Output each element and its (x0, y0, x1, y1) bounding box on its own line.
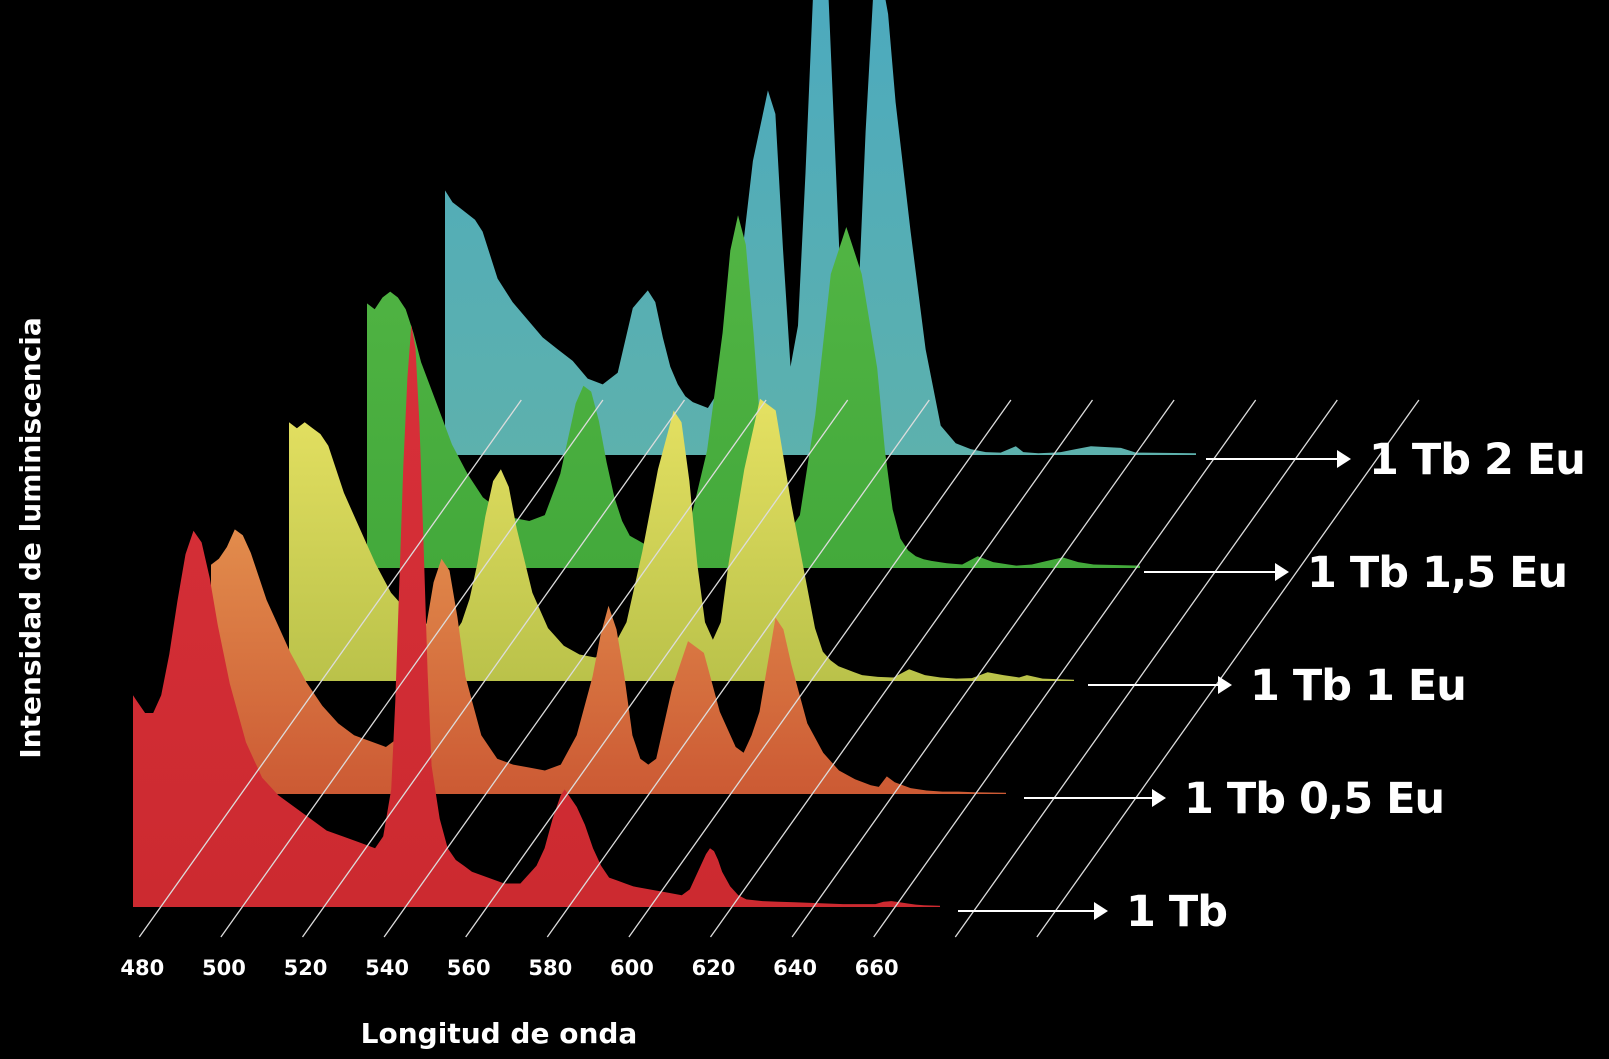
series-area-0 (133, 324, 940, 907)
x-tick-label: 560 (447, 956, 491, 980)
x-tick-label: 600 (610, 956, 654, 980)
series-area-3 (367, 215, 1140, 568)
grid-line (1036, 399, 1420, 938)
x-tick-label: 640 (773, 956, 817, 980)
grid-line (220, 399, 604, 938)
series-labels: 1 Tb 1 Tb 0,5 Eu 1 Tb 1 Eu 1 Tb 1,5 Eu 1 Tb … (958, 435, 1586, 937)
grid-line (465, 399, 849, 938)
grid-line (709, 399, 1094, 938)
series-label: 1 Tb 1 Eu (1250, 661, 1466, 711)
x-tick-label: 580 (528, 956, 572, 980)
x-tick-label: 480 (120, 956, 164, 980)
y-axis-label: Intensidad de luminiscencia (14, 317, 47, 759)
x-tick-labels: 480 500 520 540 560 580 600 620 640 660 (120, 956, 898, 980)
series-layer (133, 0, 1196, 907)
series-label: 1 Tb 0,5 Eu (1184, 774, 1444, 824)
arrow-head-icon (1275, 563, 1289, 581)
series-area-4 (445, 0, 1196, 455)
arrow-head-icon (1094, 902, 1108, 920)
x-tick-label: 500 (202, 956, 246, 980)
series-label: 1 Tb 2 Eu (1369, 435, 1585, 485)
arrow-head-icon (1337, 450, 1351, 468)
grid-line (954, 399, 1338, 938)
grid-layer (138, 399, 1420, 938)
x-tick-label: 660 (855, 956, 899, 980)
x-tick-label: 620 (692, 956, 736, 980)
series-area-2 (289, 398, 1074, 681)
grid-line (628, 399, 1012, 938)
arrow-head-icon (1152, 789, 1166, 807)
arrow-head-icon (1218, 676, 1232, 694)
grid-line (791, 399, 1175, 938)
grid-line (301, 399, 686, 938)
series-label: 1 Tb 1,5 Eu (1307, 548, 1567, 598)
series-label: 1 Tb (1126, 887, 1227, 937)
grid-line (383, 399, 767, 938)
grid-line (873, 399, 1257, 938)
grid-line (546, 399, 930, 938)
x-tick-label: 540 (365, 956, 409, 980)
x-tick-label: 520 (284, 956, 328, 980)
grid-line (138, 399, 522, 938)
x-axis-label: Longitud de onda (361, 1017, 638, 1050)
